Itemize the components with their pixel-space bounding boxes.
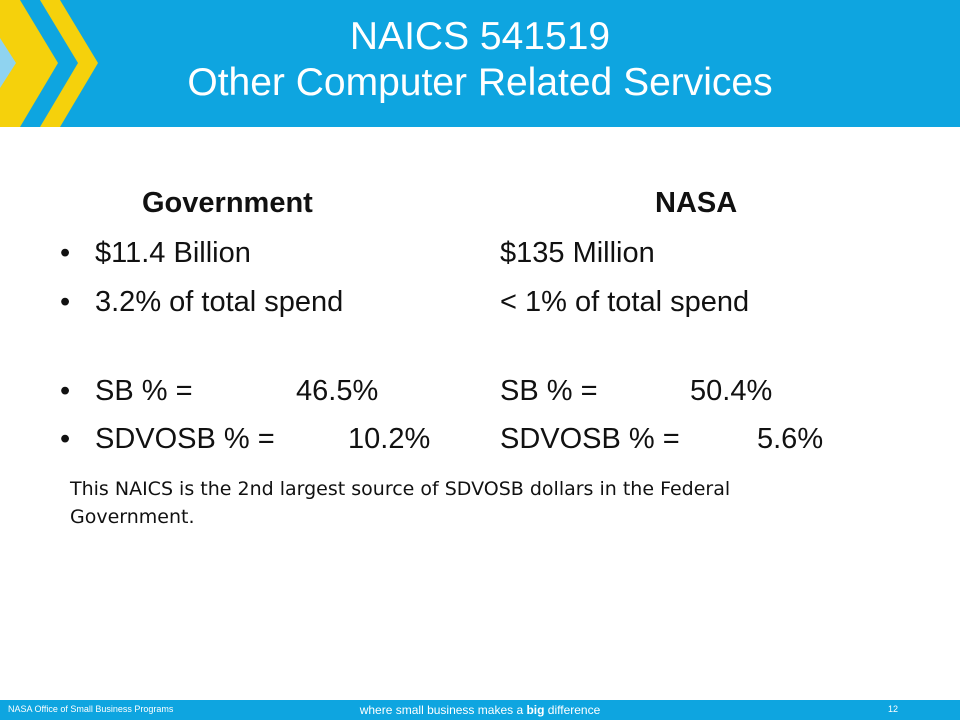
government-sb-value: 46.5%: [296, 375, 379, 407]
bullet-icon: •: [60, 375, 71, 407]
tagline-start: where small business makes a: [359, 703, 527, 717]
page-number: 12: [887, 704, 898, 714]
nasa-sdvosb-label: SDVOSB % =: [500, 423, 680, 455]
chevron-arrows-icon: [0, 0, 98, 127]
nasa-share: < 1% of total spend: [500, 286, 750, 318]
nasa-sb-label: SB % =: [500, 375, 598, 407]
title-banner: NAICS 541519 Other Computer Related Serv…: [0, 0, 960, 127]
nasa-sb-value: 50.4%: [690, 375, 773, 407]
footer-bar: [0, 700, 960, 720]
bullet-icon: •: [60, 237, 71, 269]
government-sdvosb-label: SDVOSB % =: [95, 423, 275, 455]
title-line-2: Other Computer Related Services: [187, 61, 773, 104]
footer-tagline: where small business makes a big differe…: [0, 703, 960, 717]
government-heading: Government: [142, 187, 313, 219]
title-line-1: NAICS 541519: [349, 15, 611, 58]
government-sdvosb-value: 10.2%: [348, 423, 431, 455]
tagline-end: difference: [544, 703, 601, 717]
government-sb-label: SB % =: [95, 375, 193, 407]
government-spend: $11.4 Billion: [95, 237, 251, 269]
footer-organization: NASA Office of Small Business Programs: [8, 704, 174, 714]
bullet-icon: •: [60, 423, 71, 455]
government-share: 3.2% of total spend: [95, 286, 344, 318]
sdvosb-note: This NAICS is the 2nd largest source of …: [70, 478, 731, 528]
nasa-sdvosb-value: 5.6%: [757, 423, 824, 455]
nasa-spend: $135 Million: [500, 237, 655, 269]
slide-title: NAICS 541519 Other Computer Related Serv…: [110, 14, 850, 106]
tagline-emphasis: big: [526, 703, 545, 717]
nasa-heading: NASA: [655, 187, 738, 219]
bullet-icon: •: [60, 286, 71, 318]
